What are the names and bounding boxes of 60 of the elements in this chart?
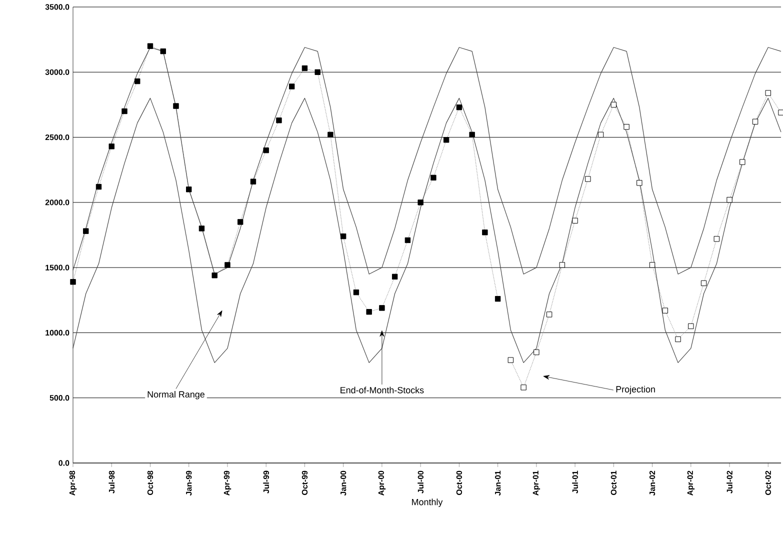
point <box>353 289 360 296</box>
point <box>534 349 540 356</box>
point <box>778 110 783 116</box>
point <box>328 132 334 138</box>
point <box>456 104 462 110</box>
point <box>392 274 398 280</box>
point <box>134 78 140 84</box>
point <box>83 228 89 234</box>
point <box>263 147 269 154</box>
point <box>173 103 179 109</box>
point <box>546 312 552 318</box>
point <box>160 48 166 54</box>
point <box>520 384 526 390</box>
point <box>430 174 436 181</box>
annotation: Projection <box>616 386 655 394</box>
point <box>443 137 450 143</box>
point <box>147 43 154 49</box>
point <box>700 280 707 286</box>
point <box>662 308 668 314</box>
point <box>598 132 604 138</box>
point <box>585 176 591 182</box>
point <box>122 108 128 114</box>
point <box>212 272 218 278</box>
point <box>508 357 514 363</box>
point <box>224 262 230 268</box>
point <box>250 178 256 184</box>
point <box>714 236 720 242</box>
point <box>636 180 642 186</box>
point <box>494 296 501 302</box>
point <box>186 186 192 192</box>
point <box>740 159 746 165</box>
point <box>276 117 282 124</box>
point <box>404 237 411 244</box>
point <box>752 118 758 124</box>
point <box>482 230 488 236</box>
point <box>238 219 244 225</box>
point <box>340 233 346 240</box>
point <box>675 336 681 342</box>
point <box>108 144 114 150</box>
point <box>379 305 385 311</box>
point <box>418 200 424 206</box>
point <box>96 184 102 190</box>
point <box>302 65 308 72</box>
point <box>559 262 566 268</box>
annotation: Normal Range <box>148 390 204 400</box>
point <box>572 218 578 224</box>
point <box>288 84 295 90</box>
annotation: End-of-Month-Stocks <box>340 386 424 394</box>
point <box>649 262 656 268</box>
point <box>198 226 205 232</box>
point <box>469 132 475 138</box>
x-axis-title: Monthly <box>412 498 443 507</box>
point <box>70 279 76 285</box>
point <box>765 90 771 96</box>
point <box>610 102 617 108</box>
point <box>624 124 630 130</box>
point <box>688 323 694 330</box>
point <box>366 309 372 315</box>
point <box>314 69 320 75</box>
point <box>726 196 732 203</box>
